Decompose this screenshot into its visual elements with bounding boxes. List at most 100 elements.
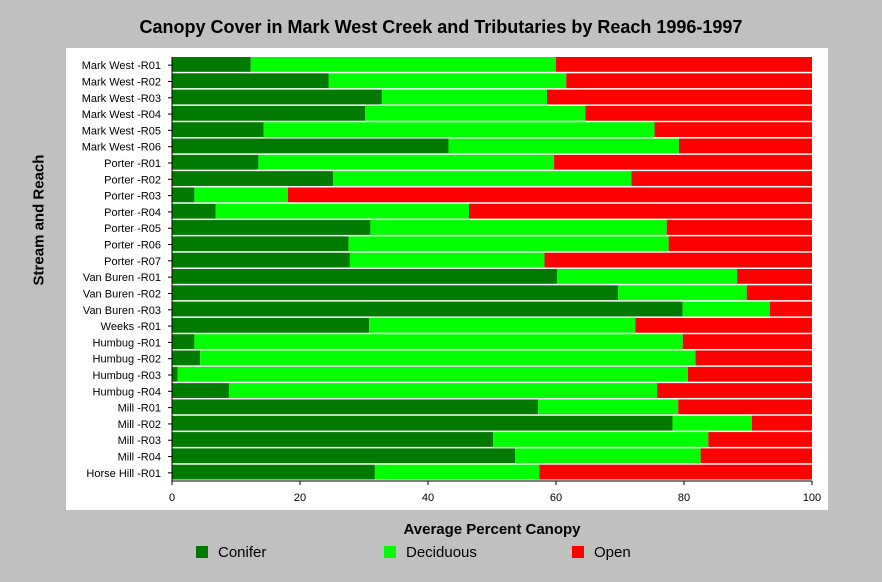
y-tick-label: Porter -R01 <box>104 158 161 170</box>
bar-deciduous-weeks-r01 <box>369 317 636 333</box>
bar-deciduous-van-buren-r03 <box>682 301 770 317</box>
bar-conifer-mark-west-r01 <box>172 57 251 72</box>
bar-conifer-humbug-r04 <box>172 383 229 398</box>
legend-swatch-deciduous <box>384 546 396 558</box>
y-tick-label: Mark West -R03 <box>82 93 161 105</box>
bar-open-mill-r03 <box>708 432 812 447</box>
y-tick-label: Van Buren -R01 <box>83 272 161 284</box>
y-axis-title: Stream and Reach <box>30 154 48 286</box>
y-tick-label: Porter -R04 <box>104 207 161 219</box>
bar-deciduous-van-buren-r01 <box>557 269 738 284</box>
legend-item-deciduous: Deciduous <box>384 543 477 561</box>
y-tick-label: Weeks -R01 <box>101 321 161 333</box>
y-tick-label: Mark West -R06 <box>82 142 161 154</box>
bar-open-porter-r03 <box>287 187 813 203</box>
bar-deciduous-mark-west-r02 <box>328 73 567 89</box>
bar-conifer-van-buren-r01 <box>172 269 558 284</box>
bar-open-mark-west-r05 <box>654 122 812 138</box>
bar-deciduous-porter-r01 <box>258 154 555 170</box>
bar-conifer-horse-hill-r01 <box>172 464 375 480</box>
bar-conifer-porter-r07 <box>172 252 350 268</box>
bar-open-humbug-r03 <box>687 366 812 382</box>
x-axis-title: Average Percent Canopy <box>403 521 581 538</box>
bar-deciduous-humbug-r01 <box>194 334 683 350</box>
bar-deciduous-mark-west-r01 <box>250 57 556 72</box>
bar-open-mill-r02 <box>751 415 812 431</box>
legend-label-conifer: Conifer <box>218 543 267 561</box>
y-tick-label: Mill -R04 <box>118 452 161 464</box>
bar-open-mark-west-r06 <box>678 138 812 154</box>
axes <box>168 57 813 485</box>
bar-deciduous-mark-west-r03 <box>381 89 548 105</box>
y-tick-label: Humbug -R03 <box>93 370 161 382</box>
bar-deciduous-humbug-r02 <box>200 350 696 366</box>
bar-open-porter-r04 <box>468 203 812 219</box>
bar-open-mark-west-r01 <box>556 57 812 72</box>
bar-deciduous-mark-west-r04 <box>365 105 586 121</box>
y-tick-label: Mark West -R01 <box>82 60 161 72</box>
y-tick-label: Porter -R06 <box>104 240 161 252</box>
bar-conifer-porter-r02 <box>172 171 334 186</box>
bar-deciduous-mill-r04 <box>515 448 701 464</box>
y-tick-label: Porter -R05 <box>104 223 161 235</box>
bar-deciduous-porter-r04 <box>215 203 469 219</box>
x-tick-label: 80 <box>678 492 690 504</box>
legend-label-open: Open <box>594 543 631 561</box>
y-tick-label: Mill -R03 <box>118 435 161 447</box>
bar-conifer-humbug-r01 <box>172 334 195 350</box>
bar-open-mark-west-r04 <box>585 105 812 121</box>
y-tick-label: Mark West -R04 <box>82 109 161 121</box>
x-tick-labels: 0 20 40 60 80 100 <box>169 492 821 504</box>
x-tick-label: 40 <box>422 492 434 504</box>
bar-deciduous-horse-hill-r01 <box>374 464 540 480</box>
bar-deciduous-porter-r03 <box>194 187 288 203</box>
y-tick-label: Porter -R07 <box>104 256 161 268</box>
y-tick-label: Mark West -R02 <box>82 76 161 88</box>
y-tick-label: Mill -R01 <box>118 403 161 415</box>
bars-group <box>172 57 813 480</box>
bar-conifer-porter-r01 <box>172 154 259 170</box>
bar-conifer-mark-west-r04 <box>172 105 366 121</box>
bar-open-humbug-r02 <box>695 350 812 366</box>
legend-item-conifer: Conifer <box>196 543 266 561</box>
bar-open-mark-west-r02 <box>566 73 812 89</box>
bar-open-van-buren-r01 <box>737 269 812 284</box>
bar-deciduous-van-buren-r02 <box>618 285 747 301</box>
bar-deciduous-porter-r06 <box>348 236 669 252</box>
bar-open-humbug-r01 <box>682 334 812 350</box>
y-tick-label: Van Buren -R02 <box>83 288 161 300</box>
bar-open-porter-r06 <box>668 236 812 252</box>
bar-conifer-porter-r05 <box>172 220 371 235</box>
y-tick-label: Mark West -R05 <box>82 125 161 137</box>
bar-open-van-buren-r03 <box>769 301 812 317</box>
bar-conifer-mark-west-r02 <box>172 73 329 89</box>
x-tick-label: 60 <box>550 492 562 504</box>
legend-label-deciduous: Deciduous <box>406 543 477 561</box>
bar-conifer-mark-west-r03 <box>172 89 382 105</box>
y-tick-label: Humbug -R01 <box>93 337 161 349</box>
bar-open-porter-r02 <box>631 171 812 186</box>
x-tick-label: 100 <box>803 492 821 504</box>
legend-swatch-conifer <box>196 546 208 558</box>
chart-title: Canopy Cover in Mark West Creek and Trib… <box>139 17 743 37</box>
y-tick-label: Horse Hill -R01 <box>86 468 161 480</box>
bar-open-weeks-r01 <box>635 317 812 333</box>
bar-open-porter-r05 <box>666 220 812 235</box>
y-tick-label: Van Buren -R03 <box>83 305 161 317</box>
bar-open-van-buren-r02 <box>746 285 812 301</box>
legend-item-open: Open <box>572 543 631 561</box>
bar-deciduous-porter-r07 <box>349 252 545 268</box>
bar-deciduous-humbug-r03 <box>177 366 688 382</box>
bar-conifer-humbug-r03 <box>172 366 178 382</box>
bar-conifer-mill-r04 <box>172 448 516 464</box>
bar-conifer-mill-r02 <box>172 415 673 431</box>
bar-deciduous-mill-r02 <box>672 415 752 431</box>
bar-deciduous-humbug-r04 <box>228 383 658 398</box>
bar-deciduous-mill-r01 <box>538 399 679 415</box>
y-tick-label: Porter -R02 <box>104 174 161 186</box>
bar-deciduous-mark-west-r05 <box>263 122 655 138</box>
bar-conifer-mark-west-r05 <box>172 122 264 138</box>
bar-conifer-mark-west-r06 <box>172 138 449 154</box>
bar-conifer-van-buren-r02 <box>172 285 619 301</box>
